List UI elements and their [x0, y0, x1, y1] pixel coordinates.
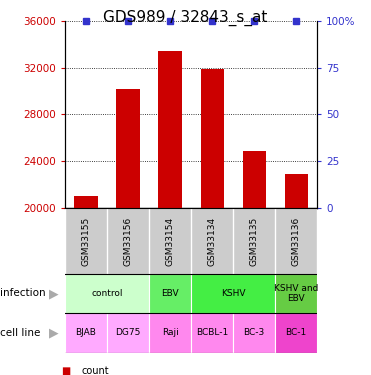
Bar	[116, 88, 139, 208]
Bar	[149, 313, 191, 352]
Bar	[191, 274, 275, 313]
Text: KSHV and
EBV: KSHV and EBV	[274, 284, 318, 303]
Bar	[107, 313, 149, 352]
Bar	[158, 51, 181, 208]
Bar	[243, 151, 266, 208]
Text: BCBL-1: BCBL-1	[196, 328, 228, 338]
Text: GSM33135: GSM33135	[250, 216, 259, 266]
Bar	[233, 313, 275, 352]
Text: KSHV: KSHV	[221, 289, 245, 298]
Text: count: count	[82, 366, 109, 375]
Bar	[65, 274, 149, 313]
Text: EBV: EBV	[161, 289, 179, 298]
Bar	[74, 196, 98, 208]
Text: GSM33134: GSM33134	[208, 216, 217, 266]
Text: DG75: DG75	[115, 328, 141, 338]
Text: infection: infection	[0, 288, 46, 298]
Text: GSM33155: GSM33155	[82, 216, 91, 266]
Text: ▶: ▶	[49, 326, 59, 339]
Bar	[65, 313, 107, 352]
Bar	[149, 274, 191, 313]
Text: ■: ■	[61, 366, 70, 375]
Text: cell line: cell line	[0, 328, 40, 338]
Bar	[200, 69, 224, 208]
Bar	[275, 274, 317, 313]
Bar	[191, 313, 233, 352]
Text: control: control	[91, 289, 123, 298]
Text: GSM33156: GSM33156	[124, 216, 132, 266]
Text: BC-1: BC-1	[286, 328, 307, 338]
Text: GSM33154: GSM33154	[165, 216, 174, 266]
Text: BJAB: BJAB	[76, 328, 96, 338]
Bar	[275, 313, 317, 352]
Text: ▶: ▶	[49, 287, 59, 300]
Text: GSM33136: GSM33136	[292, 216, 301, 266]
Text: Raji: Raji	[162, 328, 178, 338]
Text: BC-3: BC-3	[243, 328, 265, 338]
Bar	[285, 174, 308, 208]
Text: GDS989 / 32843_s_at: GDS989 / 32843_s_at	[103, 9, 268, 26]
